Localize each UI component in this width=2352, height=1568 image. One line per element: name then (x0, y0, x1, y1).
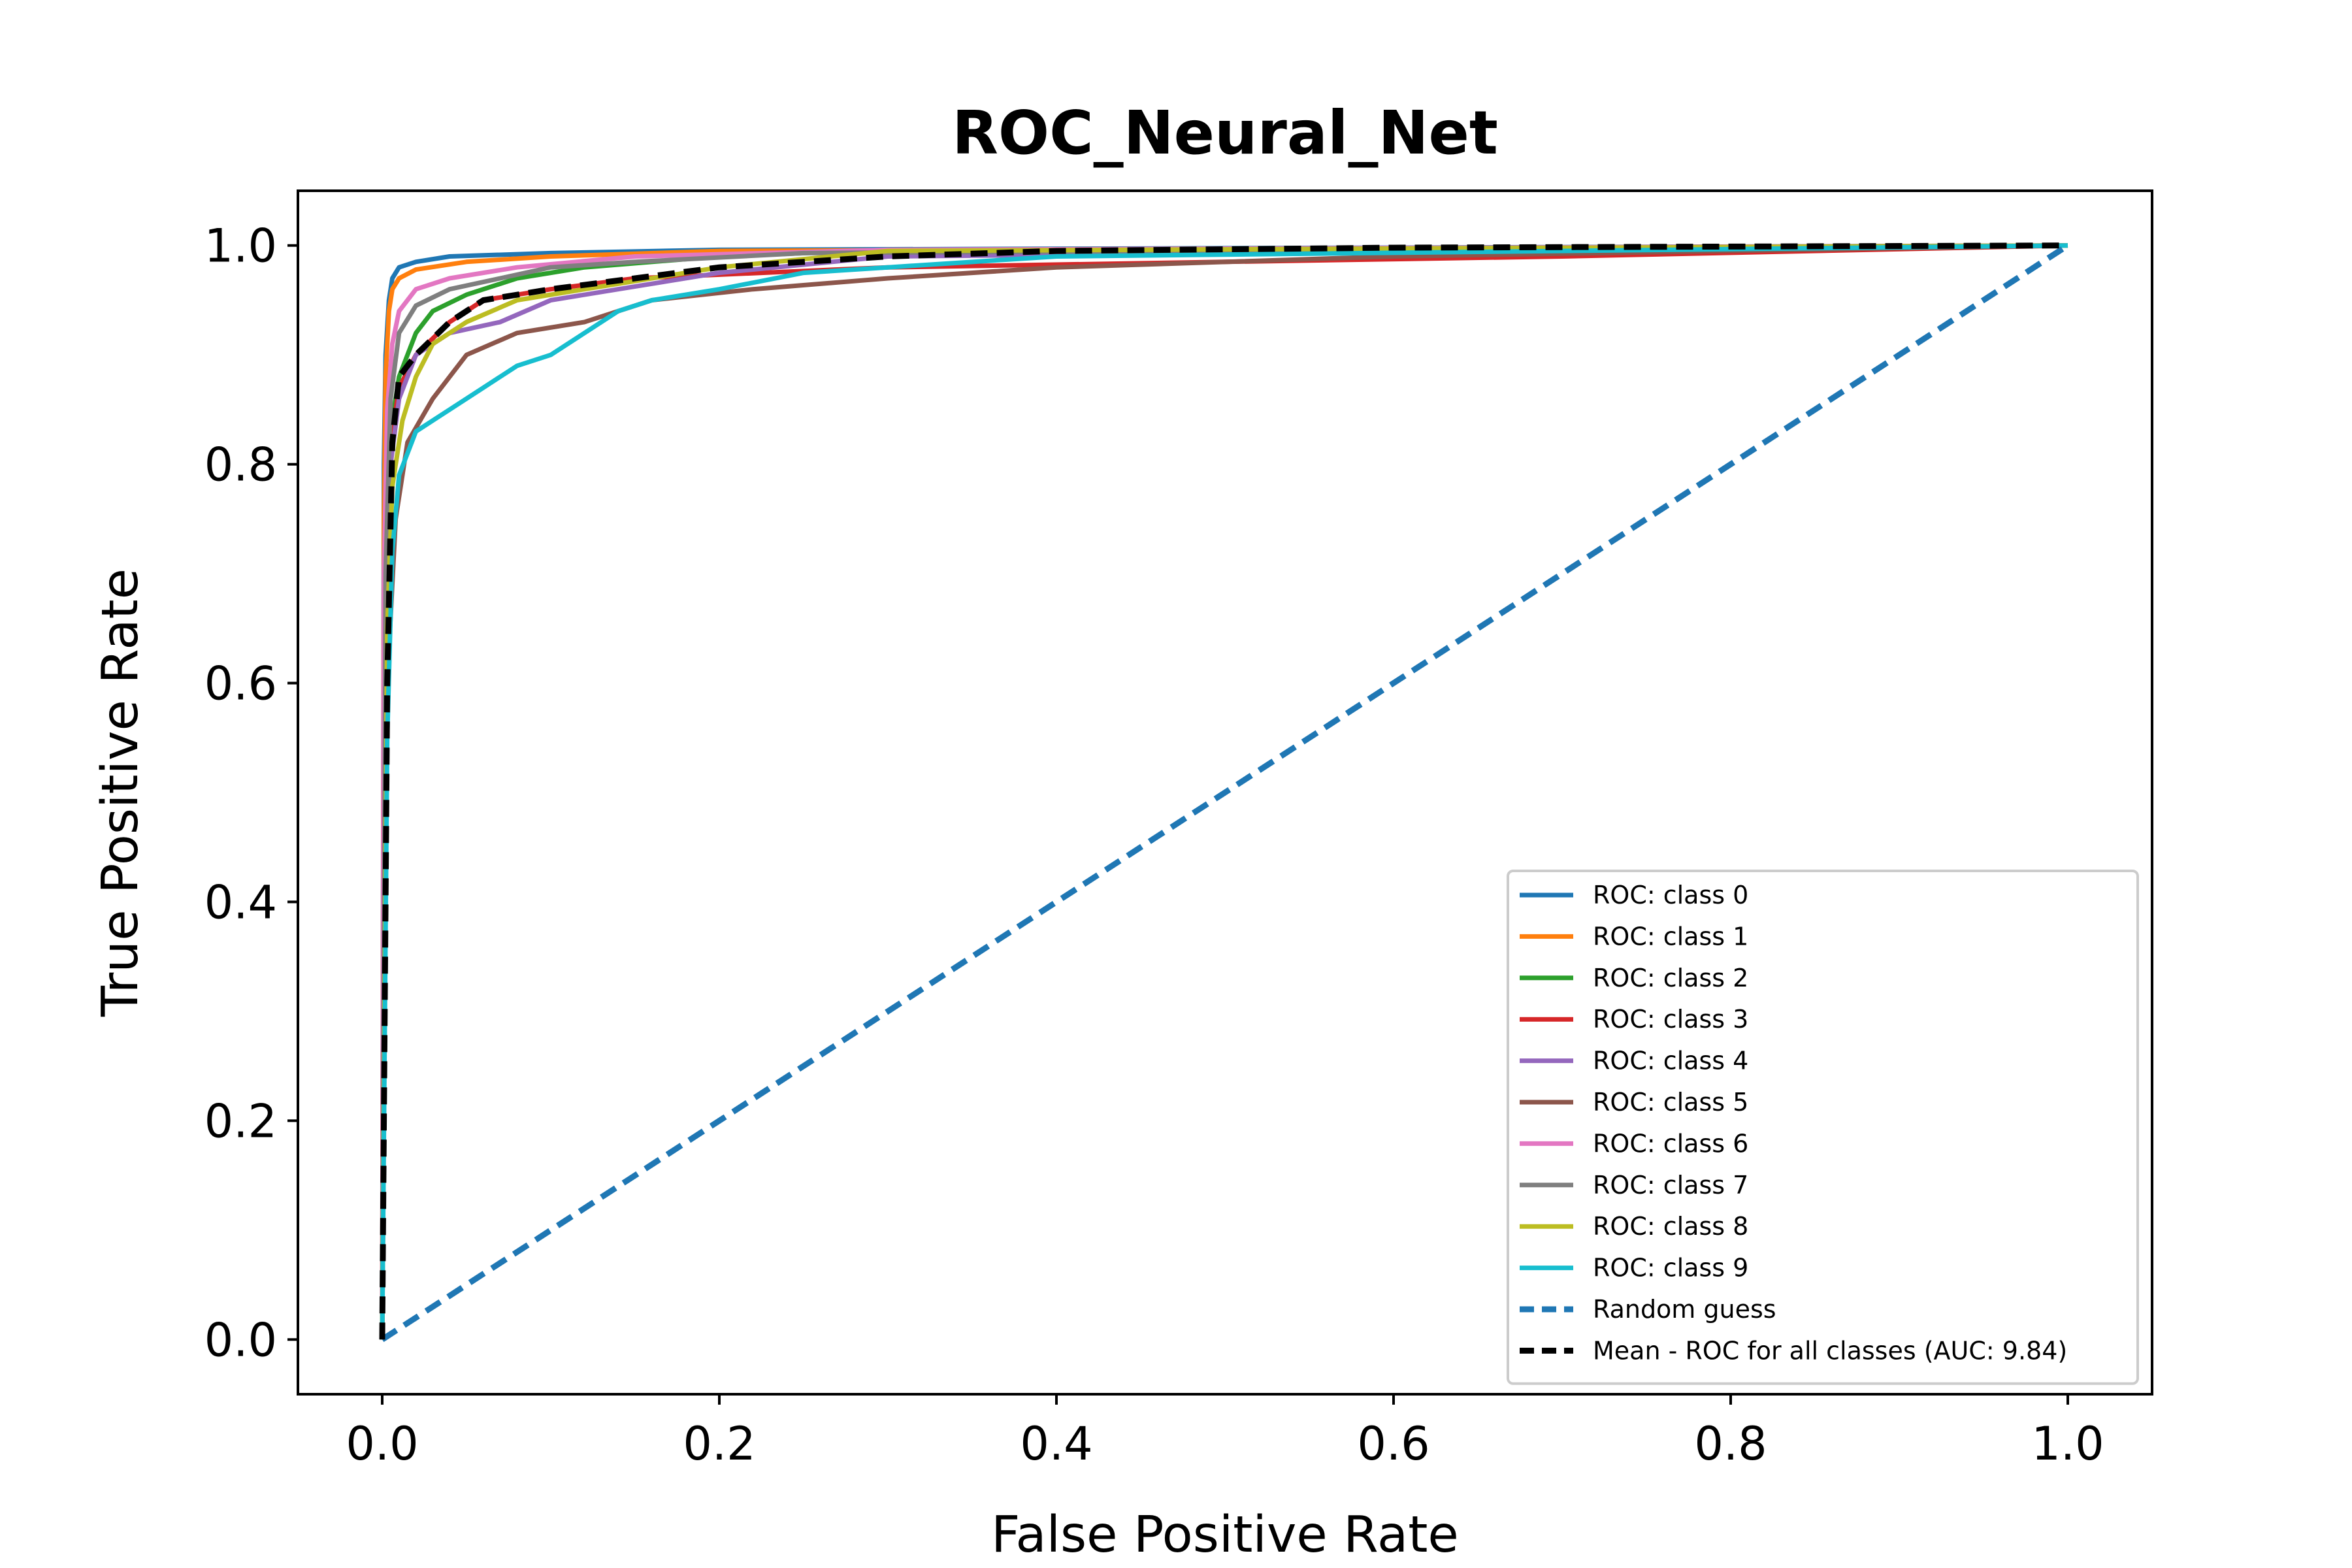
legend-label-0: ROC: class 0 (1593, 881, 1748, 909)
series-line-6 (380, 243, 2068, 1340)
legend-label-11: Mean - ROC for all classes (AUC: 9.84) (1593, 1336, 2067, 1365)
x-tick-label-5: 1.0 (2031, 1417, 2104, 1471)
x-tick-label-1: 0.2 (683, 1417, 755, 1471)
x-axis: 0.0 0.2 0.4 0.6 0.8 1.0 (346, 1394, 2104, 1471)
legend-label-4: ROC: class 4 (1593, 1047, 1748, 1075)
legend-label-6: ROC: class 6 (1593, 1129, 1748, 1158)
legend: ROC: class 0 ROC: class 1 ROC: class 2 ROC:… (1507, 870, 2139, 1385)
series-line-9 (380, 243, 2068, 1340)
legend-label-3: ROC: class 3 (1593, 1005, 1748, 1034)
x-axis-title: False Positive Rate (991, 1506, 1459, 1564)
series-line-7 (380, 243, 2068, 1340)
legend-label-2: ROC: class 2 (1593, 964, 1748, 992)
x-tick-label-3: 0.6 (1357, 1417, 1429, 1471)
legend-label-10: Random guess (1593, 1295, 1776, 1324)
y-tick-label-2: 0.4 (204, 875, 277, 929)
legend-label-8: ROC: class 8 (1593, 1212, 1748, 1241)
legend-label-5: ROC: class 5 (1593, 1088, 1748, 1117)
y-tick-label-1: 0.2 (204, 1094, 277, 1148)
legend-label-7: ROC: class 7 (1593, 1171, 1748, 1200)
series-line-10 (380, 242, 2070, 1343)
legend-box (1507, 870, 2139, 1385)
plot-area (297, 189, 2153, 1396)
y-tick-label-3: 0.6 (204, 657, 277, 711)
legend-label-9: ROC: class 9 (1593, 1254, 1748, 1282)
plot-frame (297, 189, 2153, 1396)
x-tick-label-4: 0.8 (1694, 1417, 1767, 1471)
x-tick-label-2: 0.4 (1020, 1417, 1092, 1471)
legend-label-1: ROC: class 1 (1593, 922, 1748, 951)
chart-title: ROC_Neural_Net (952, 98, 1498, 168)
y-tick-label-5: 1.0 (204, 220, 277, 273)
x-tick-label-0: 0.0 (346, 1417, 418, 1471)
y-tick-label-0: 0.0 (204, 1313, 277, 1367)
series-layer (379, 242, 2070, 1343)
y-axis: 0.0 0.2 0.4 0.6 0.8 1.0 (204, 220, 298, 1367)
y-axis-title: True Positive Rate (91, 568, 150, 1017)
series-line-11 (379, 242, 2068, 1340)
y-tick-label-4: 0.8 (204, 438, 277, 492)
